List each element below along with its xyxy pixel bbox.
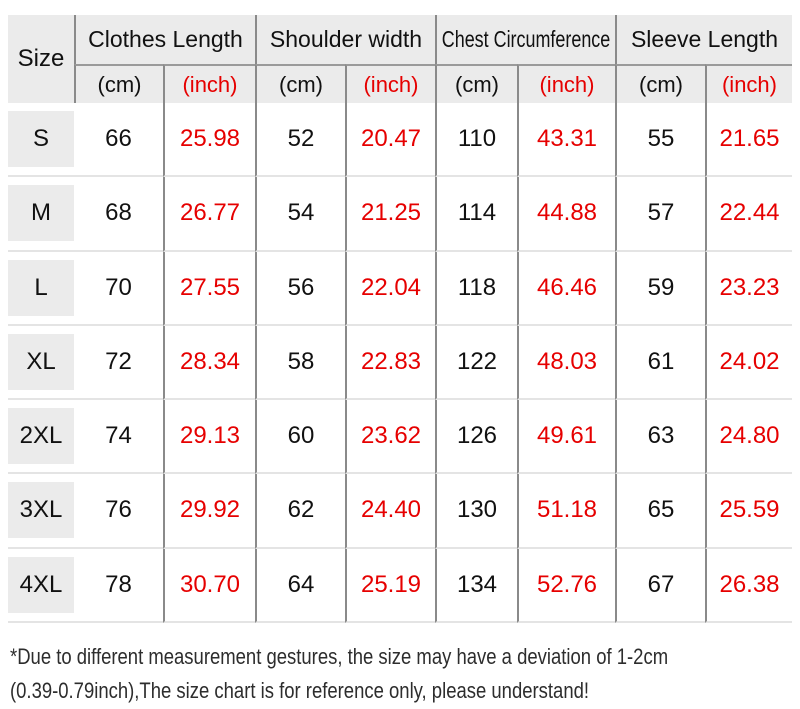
size-label: S (8, 111, 74, 168)
value-cell: 24.40 (345, 474, 435, 549)
unit-header-inch: (inch) (517, 64, 615, 103)
value-cell: 24.80 (705, 400, 792, 475)
value-cell: 27.55 (163, 251, 255, 326)
column-group-clothes-length: Clothes Length (74, 15, 255, 64)
value-cell: 62 (255, 474, 345, 549)
table-row-size-cell: M (8, 177, 74, 252)
value-cell: 22.04 (345, 251, 435, 326)
unit-header-cm: (cm) (255, 64, 345, 103)
column-group-shoulder-width: Shoulder width (255, 15, 435, 64)
value-cell: 44.88 (517, 177, 615, 252)
value-cell: 114 (435, 177, 517, 252)
value-cell: 20.47 (345, 103, 435, 178)
value-cell: 67 (615, 548, 705, 623)
size-chart-table: Size Clothes Length Shoulder width Chest… (8, 15, 792, 623)
column-group-chest-circumference: Chest Circumference (435, 15, 615, 64)
value-cell: 130 (435, 474, 517, 549)
value-cell: 25.19 (345, 548, 435, 623)
value-cell: 78 (74, 548, 163, 623)
table-row-size-cell: S (8, 103, 74, 178)
value-cell: 23.62 (345, 400, 435, 475)
value-cell: 70 (74, 251, 163, 326)
value-cell: 24.02 (705, 325, 792, 401)
value-cell: 48.03 (517, 325, 615, 401)
value-cell: 72 (74, 325, 163, 401)
value-cell: 49.61 (517, 400, 615, 475)
value-cell: 29.13 (163, 400, 255, 475)
table-row-size-cell: 4XL (8, 548, 74, 623)
value-cell: 74 (74, 400, 163, 475)
column-group-label: Shoulder width (269, 26, 423, 52)
footnote: *Due to different measurement gestures, … (10, 640, 793, 708)
value-cell: 118 (435, 251, 517, 326)
value-cell: 21.25 (345, 177, 435, 252)
value-cell: 54 (255, 177, 345, 252)
size-label: 4XL (8, 556, 74, 613)
size-label: XL (8, 333, 74, 390)
value-cell: 68 (74, 177, 163, 252)
value-cell: 58 (255, 325, 345, 401)
value-cell: 43.31 (517, 103, 615, 178)
value-cell: 134 (435, 548, 517, 623)
value-cell: 23.23 (705, 251, 792, 326)
unit-header-cm: (cm) (615, 64, 705, 103)
value-cell: 51.18 (517, 474, 615, 549)
value-cell: 22.83 (345, 325, 435, 401)
value-cell: 63 (615, 400, 705, 475)
value-cell: 22.44 (705, 177, 792, 252)
unit-header-inch: (inch) (705, 64, 792, 103)
value-cell: 61 (615, 325, 705, 401)
value-cell: 56 (255, 251, 345, 326)
unit-header-cm: (cm) (74, 64, 163, 103)
value-cell: 52.76 (517, 548, 615, 623)
value-cell: 52 (255, 103, 345, 178)
value-cell: 60 (255, 400, 345, 475)
size-label: 2XL (8, 408, 74, 465)
value-cell: 55 (615, 103, 705, 178)
size-label: L (8, 259, 74, 316)
value-cell: 126 (435, 400, 517, 475)
unit-header-inch: (inch) (163, 64, 255, 103)
value-cell: 21.65 (705, 103, 792, 178)
value-cell: 25.98 (163, 103, 255, 178)
value-cell: 64 (255, 548, 345, 623)
column-group-label: Chest Circumference (441, 26, 611, 52)
value-cell: 26.38 (705, 548, 792, 623)
value-cell: 122 (435, 325, 517, 401)
size-label: 3XL (8, 482, 74, 539)
value-cell: 26.77 (163, 177, 255, 252)
value-cell: 30.70 (163, 548, 255, 623)
column-group-label: Sleeve Length (630, 26, 779, 52)
unit-header-cm: (cm) (435, 64, 517, 103)
value-cell: 57 (615, 177, 705, 252)
footnote-line-2: (0.39-0.79inch),The size chart is for re… (10, 678, 590, 703)
value-cell: 28.34 (163, 325, 255, 401)
value-cell: 110 (435, 103, 517, 178)
value-cell: 46.46 (517, 251, 615, 326)
unit-header-inch: (inch) (345, 64, 435, 103)
size-label: M (8, 185, 74, 242)
table-row-size-cell: 2XL (8, 400, 74, 475)
column-group-sleeve-length: Sleeve Length (615, 15, 792, 64)
value-cell: 66 (74, 103, 163, 178)
size-column-header: Size (8, 15, 74, 103)
table-row-size-cell: XL (8, 325, 74, 401)
value-cell: 59 (615, 251, 705, 326)
table-row-size-cell: 3XL (8, 474, 74, 549)
table-row-size-cell: L (8, 251, 74, 326)
value-cell: 65 (615, 474, 705, 549)
value-cell: 25.59 (705, 474, 792, 549)
footnote-line-1: *Due to different measurement gestures, … (10, 644, 669, 669)
value-cell: 76 (74, 474, 163, 549)
column-group-label: Clothes Length (88, 26, 243, 52)
value-cell: 29.92 (163, 474, 255, 549)
